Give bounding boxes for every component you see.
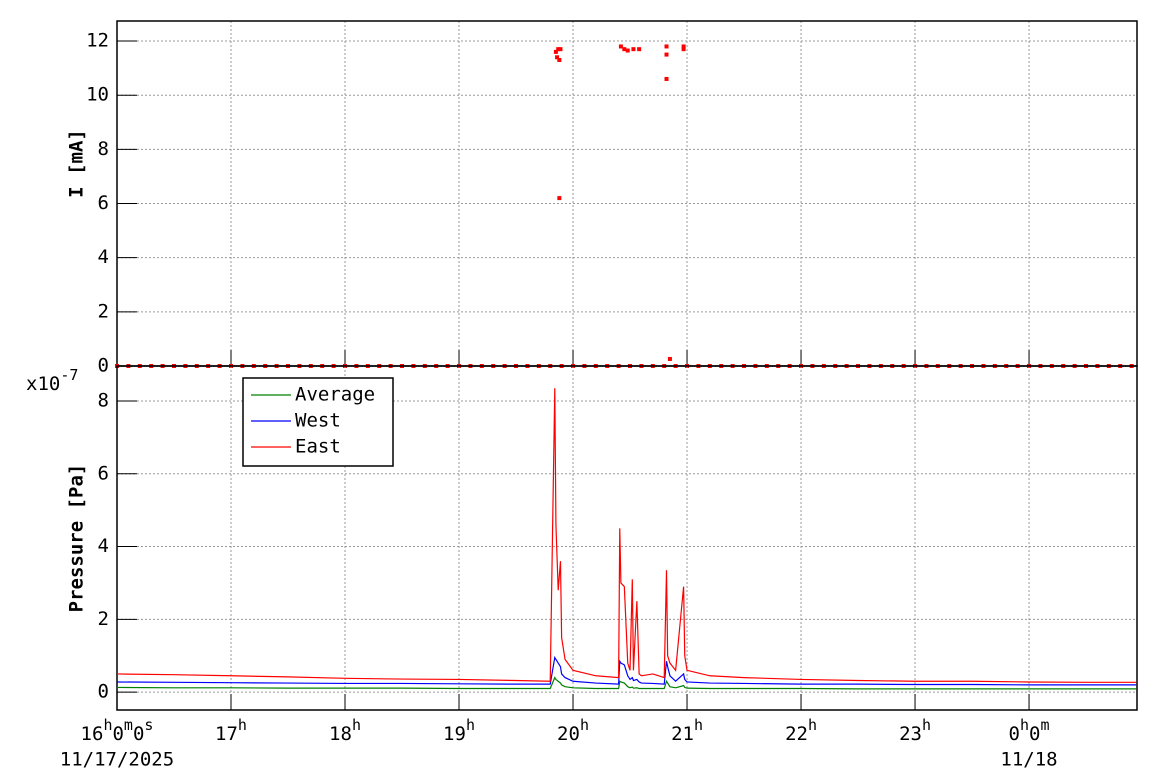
y-tick-label: 0 <box>98 681 109 703</box>
y-tick-label: 10 <box>86 84 109 106</box>
series-line <box>116 676 1137 690</box>
y-tick-label: 2 <box>98 300 109 322</box>
plot-frame <box>116 365 1138 711</box>
y-tick-label: 0 <box>98 355 109 377</box>
point <box>664 76 669 81</box>
point <box>557 57 562 62</box>
y-tick-label: 6 <box>98 192 109 214</box>
series-line <box>116 388 1137 683</box>
point <box>557 196 562 201</box>
point <box>681 44 686 49</box>
point <box>556 47 561 52</box>
point <box>631 47 636 52</box>
legend-box <box>242 377 394 467</box>
point <box>637 47 642 52</box>
date-label: 11/17/2025 <box>60 749 174 771</box>
y-tick-label: 8 <box>98 389 109 411</box>
y-tick-label: 6 <box>98 462 109 484</box>
point <box>553 49 558 54</box>
x-tick-label: 0h0m <box>1009 716 1050 745</box>
x-tick-label: 22h <box>785 716 817 745</box>
x-tick-label: 23h <box>899 716 931 745</box>
y-tick-label: 4 <box>98 246 109 268</box>
point <box>664 44 669 49</box>
point <box>555 55 560 60</box>
point <box>664 52 669 57</box>
x-tick-label: 16h0m0s <box>81 716 154 745</box>
date-label: 11/18 <box>1000 749 1057 771</box>
y-tick-label: 8 <box>98 138 109 160</box>
y-axis-label: Pressure [Pa] <box>66 464 88 613</box>
point <box>618 44 623 49</box>
y-exponent-label: x10-7 <box>26 366 78 395</box>
series-line <box>116 655 1137 686</box>
y-tick-label: 2 <box>98 608 109 630</box>
x-tick-label: 18h <box>329 716 361 745</box>
x-tick-label: 19h <box>443 716 475 745</box>
point <box>622 47 627 52</box>
legend-label: West <box>295 410 341 432</box>
legend-label: East <box>295 436 341 458</box>
point <box>625 48 630 53</box>
point <box>558 47 563 52</box>
x-tick-label: 20h <box>557 716 589 745</box>
y-tick-label: 4 <box>98 535 109 557</box>
legend-label: Average <box>295 384 375 406</box>
y-tick-label: 12 <box>86 30 109 52</box>
y-axis-label: I [mA] <box>66 129 88 198</box>
x-tick-label: 17h <box>215 716 247 745</box>
x-tick-label: 21h <box>671 716 703 745</box>
point <box>681 47 686 52</box>
point <box>667 356 672 361</box>
